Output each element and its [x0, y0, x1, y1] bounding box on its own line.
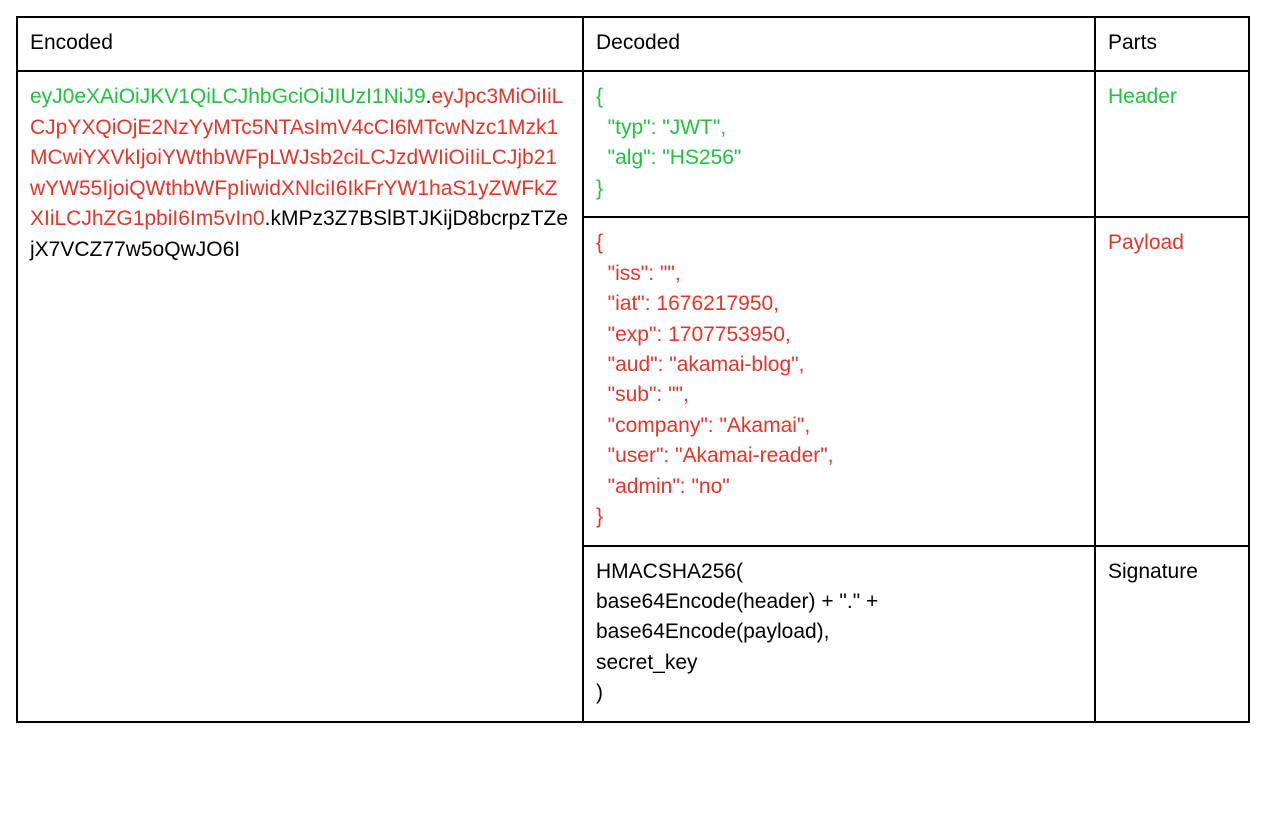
parts-header-label: Header — [1095, 71, 1249, 217]
table-header-row: Encoded Decoded Parts — [17, 17, 1249, 71]
encoded-header-segment: eyJ0eXAiOiJKV1QiLCJhbGciOiJIUzI1NiJ9 — [30, 85, 426, 108]
col-header-encoded: Encoded — [17, 17, 583, 71]
decoded-payload-cell: { "iss": "", "iat": 1676217950, "exp": 1… — [583, 217, 1095, 545]
parts-payload-label: Payload — [1095, 217, 1249, 545]
decoded-header-cell: { "typ": "JWT", "alg": "HS256" } — [583, 71, 1095, 217]
parts-signature-label: Signature — [1095, 546, 1249, 722]
jwt-table: Encoded Decoded Parts eyJ0eXAiOiJKV1QiLC… — [16, 16, 1250, 723]
encoded-cell: eyJ0eXAiOiJKV1QiLCJhbGciOiJIUzI1NiJ9.eyJ… — [17, 71, 583, 721]
decoded-payload-json: { "iss": "", "iat": 1676217950, "exp": 1… — [596, 228, 1082, 532]
row-header: eyJ0eXAiOiJKV1QiLCJhbGciOiJIUzI1NiJ9.eyJ… — [17, 71, 1249, 217]
decoded-signature-cell: HMACSHA256( base64Encode(header) + "." +… — [583, 546, 1095, 722]
decoded-signature-text: HMACSHA256( base64Encode(header) + "." +… — [596, 557, 1082, 709]
encoded-token: eyJ0eXAiOiJKV1QiLCJhbGciOiJIUzI1NiJ9.eyJ… — [30, 82, 570, 265]
col-header-decoded: Decoded — [583, 17, 1095, 71]
decoded-header-json: { "typ": "JWT", "alg": "HS256" } — [596, 82, 1082, 204]
col-header-parts: Parts — [1095, 17, 1249, 71]
